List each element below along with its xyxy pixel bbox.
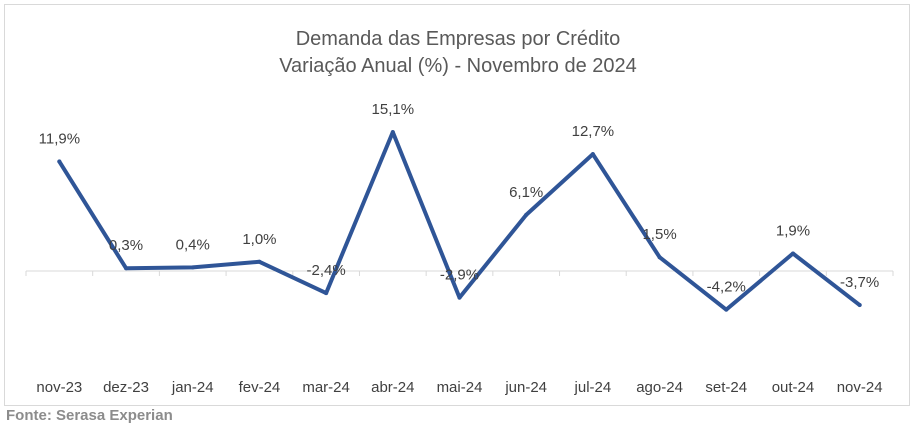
data-label: 12,7%	[572, 123, 615, 140]
data-point	[124, 266, 129, 271]
data-label: 1,5%	[642, 226, 676, 243]
x-tick-label: jan-24	[171, 379, 214, 396]
data-point	[857, 303, 862, 308]
data-label: 0,4%	[176, 236, 210, 253]
data-point	[324, 291, 329, 296]
data-label: 0,3%	[109, 237, 143, 254]
data-point	[390, 130, 395, 135]
x-tick-label: nov-23	[36, 379, 82, 396]
x-tick-label: set-24	[705, 379, 747, 396]
chart-title: Demanda das Empresas por Crédito	[296, 28, 621, 50]
data-point	[724, 307, 729, 312]
chart-frame: Demanda das Empresas por Crédito Variaçã…	[4, 4, 910, 406]
data-point	[57, 159, 62, 164]
data-point	[257, 259, 262, 264]
x-tick-label: nov-24	[837, 379, 883, 396]
data-point	[790, 251, 795, 256]
data-point	[190, 265, 195, 270]
data-label: 1,9%	[776, 223, 810, 240]
data-point	[457, 295, 462, 300]
x-tick-label: mar-24	[302, 379, 350, 396]
x-tick-label: ago-24	[636, 379, 683, 396]
data-label: 6,1%	[509, 184, 543, 201]
x-tick-label: dez-23	[103, 379, 149, 396]
x-tick-labels: nov-23 dez-23 jan-24 fev-24 mar-24 abr-24 mai-…	[36, 379, 882, 396]
data-point	[590, 152, 595, 157]
x-tick-label: jul-24	[574, 379, 612, 396]
data-label: -2,9%	[440, 267, 479, 284]
x-tick-label: fev-24	[239, 379, 281, 396]
data-label: -3,7%	[840, 274, 879, 291]
data-label: -2,4%	[307, 262, 346, 279]
x-axis-ticks	[25, 271, 894, 276]
source-note: Fonte: Serasa Experian	[6, 407, 173, 424]
x-tick-label: abr-24	[371, 379, 414, 396]
line-chart: Demanda das Empresas por Crédito Variaçã…	[25, 28, 894, 396]
chart-subtitle: Variação Anual (%) - Novembro de 2024	[279, 55, 637, 77]
data-label: -4,2%	[707, 279, 746, 296]
data-labels: 11,9% 0,3% 0,4% 1,0% -2,4% 15,1% -2,9% 6,1% 12,7…	[39, 101, 879, 312]
data-label: 11,9%	[39, 131, 80, 148]
data-label: 1,0%	[242, 231, 276, 248]
x-tick-label: out-24	[772, 379, 815, 396]
x-tick-label: jun-24	[504, 379, 547, 396]
data-point	[524, 212, 529, 217]
data-label: 15,1%	[372, 101, 415, 118]
data-point	[657, 255, 662, 260]
x-tick-label: mai-24	[437, 379, 483, 396]
